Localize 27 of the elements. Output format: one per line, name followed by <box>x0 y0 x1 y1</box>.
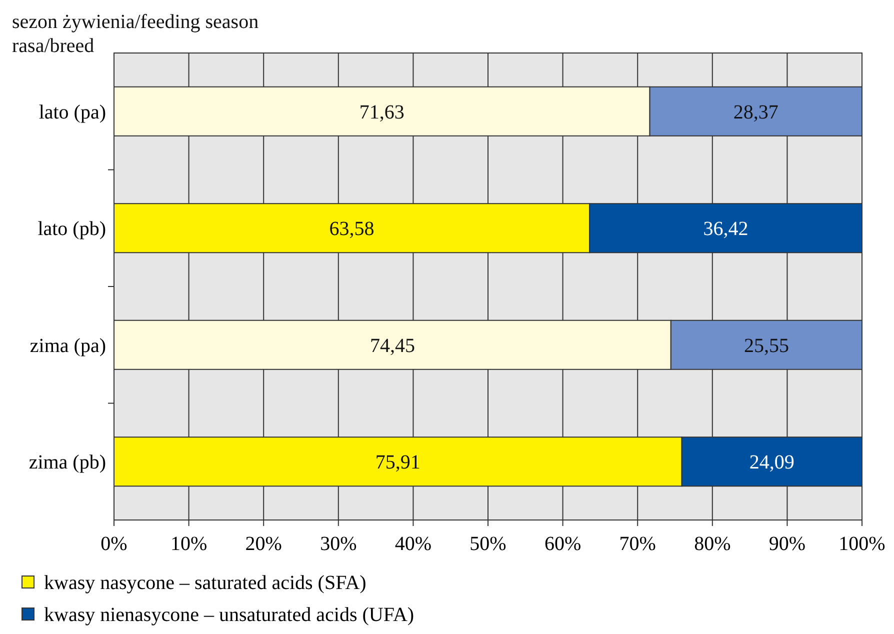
data-label: 25,55 <box>744 334 789 357</box>
data-label: 74,45 <box>370 334 415 357</box>
x-tick-label: 80% <box>694 533 731 555</box>
x-tick-label: 10% <box>170 533 208 555</box>
y-tick-label: lato (pa) <box>38 101 106 124</box>
x-tick-label: 50% <box>470 533 506 555</box>
x-tick-label: 100% <box>838 533 886 555</box>
legend-label: kwasy nasycone – saturated acids (SFA) <box>44 572 366 594</box>
data-label: 71,63 <box>359 101 404 124</box>
x-tick-label: 90% <box>768 533 806 555</box>
data-label: 63,58 <box>329 218 374 240</box>
y-tick-label: zima (pa) <box>30 334 106 357</box>
chart-subtitle: rasa/breed <box>12 35 94 57</box>
legend-label: kwasy nienasycone – unsaturated acids (UFA) <box>44 604 414 626</box>
data-label: 75,91 <box>375 452 420 474</box>
x-tick-label: 60% <box>544 533 582 555</box>
y-tick-label: zima (pb) <box>28 452 106 474</box>
x-tick-label: 70% <box>619 533 656 555</box>
data-label: 36,42 <box>703 218 748 240</box>
x-tick-label: 20% <box>245 533 282 555</box>
x-tick-label: 0% <box>100 533 128 555</box>
data-label: 24,09 <box>749 452 794 474</box>
x-tick-label: 30% <box>320 533 357 555</box>
y-tick-label: lato (pb) <box>38 218 106 240</box>
chart-title: sezon żywienia/feeding season <box>12 11 259 33</box>
data-label: 28,37 <box>733 101 778 124</box>
x-tick-label: 40% <box>394 533 432 555</box>
